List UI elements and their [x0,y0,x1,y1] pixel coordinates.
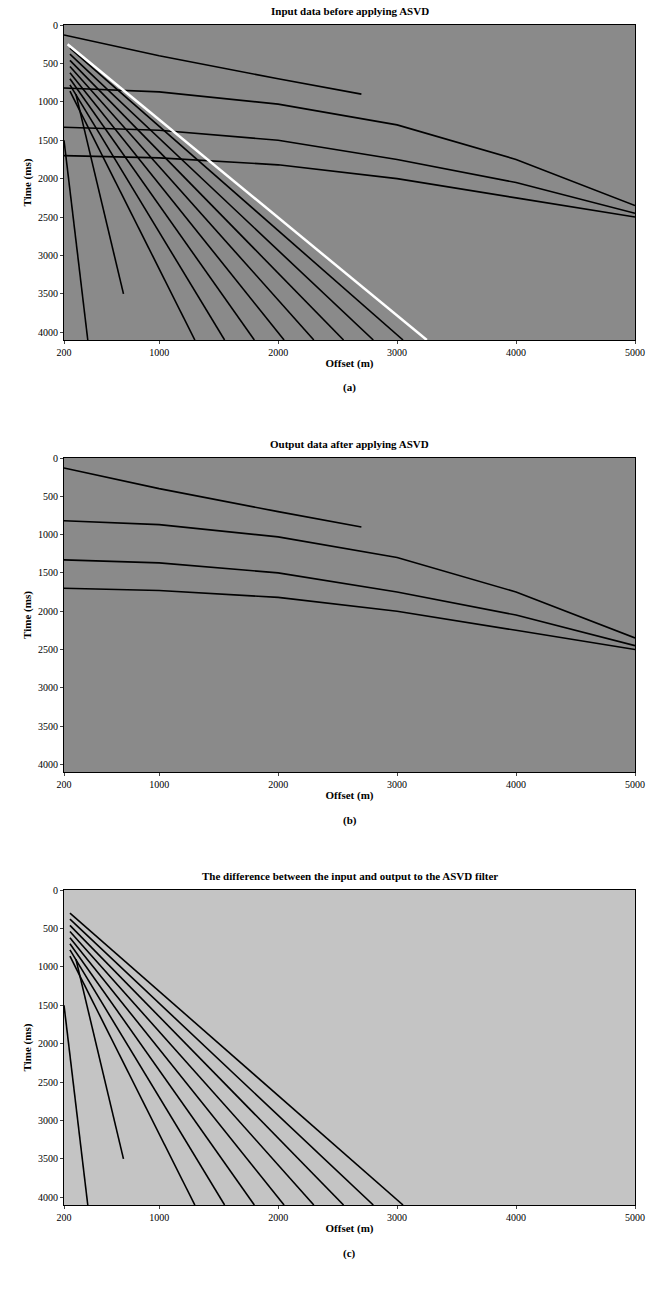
svg-text:5000: 5000 [625,779,645,790]
svg-text:3000: 3000 [387,347,407,358]
svg-text:2000: 2000 [38,173,58,184]
svg-text:200: 200 [57,779,72,790]
svg-text:4000: 4000 [38,759,58,770]
svg-text:Time (ms): Time (ms) [21,591,34,639]
svg-text:1000: 1000 [149,347,169,358]
svg-text:5000: 5000 [625,347,645,358]
svg-text:3000: 3000 [38,250,58,261]
svg-text:1000: 1000 [38,961,58,972]
svg-text:3000: 3000 [387,779,407,790]
svg-text:2500: 2500 [38,644,58,655]
svg-text:0: 0 [53,885,58,896]
svg-text:2000: 2000 [38,606,58,617]
svg-text:(b): (b) [343,814,357,827]
svg-text:1500: 1500 [38,1000,58,1011]
svg-text:5000: 5000 [625,1212,645,1223]
svg-text:0: 0 [53,453,58,464]
svg-text:3000: 3000 [38,1115,58,1126]
svg-text:2000: 2000 [268,347,288,358]
svg-text:Output data after applying ASV: Output data after applying ASVD [270,438,429,450]
svg-text:3000: 3000 [387,1212,407,1223]
svg-text:500: 500 [43,923,58,934]
svg-text:Time (ms): Time (ms) [21,1023,34,1071]
svg-text:1000: 1000 [38,96,58,107]
svg-text:Input data before applying ASV: Input data before applying ASVD [271,5,429,17]
svg-text:4000: 4000 [38,1192,58,1203]
svg-text:3000: 3000 [38,682,58,693]
svg-text:1000: 1000 [38,529,58,540]
svg-text:3500: 3500 [38,721,58,732]
svg-text:4000: 4000 [506,779,526,790]
svg-text:(c): (c) [343,1247,356,1260]
svg-text:2500: 2500 [38,1077,58,1088]
svg-text:3500: 3500 [38,1153,58,1164]
svg-text:1500: 1500 [38,135,58,146]
svg-text:3500: 3500 [38,288,58,299]
svg-text:200: 200 [57,347,72,358]
svg-text:Offset (m): Offset (m) [326,357,374,370]
svg-text:Offset (m): Offset (m) [326,789,374,802]
svg-text:500: 500 [43,58,58,69]
svg-text:4000: 4000 [38,327,58,338]
svg-text:The difference between the inp: The difference between the input and out… [202,870,498,882]
svg-text:2000: 2000 [268,779,288,790]
svg-text:2500: 2500 [38,212,58,223]
svg-text:200: 200 [57,1212,72,1223]
svg-text:1000: 1000 [149,1212,169,1223]
svg-text:0: 0 [53,20,58,31]
svg-text:Time (ms): Time (ms) [21,158,34,206]
svg-text:Offset (m): Offset (m) [326,1222,374,1235]
svg-text:4000: 4000 [506,347,526,358]
svg-text:2000: 2000 [38,1038,58,1049]
svg-text:1000: 1000 [149,779,169,790]
svg-text:4000: 4000 [506,1212,526,1223]
svg-text:(a): (a) [343,381,356,394]
svg-text:500: 500 [43,491,58,502]
svg-text:1500: 1500 [38,567,58,578]
svg-text:2000: 2000 [268,1212,288,1223]
